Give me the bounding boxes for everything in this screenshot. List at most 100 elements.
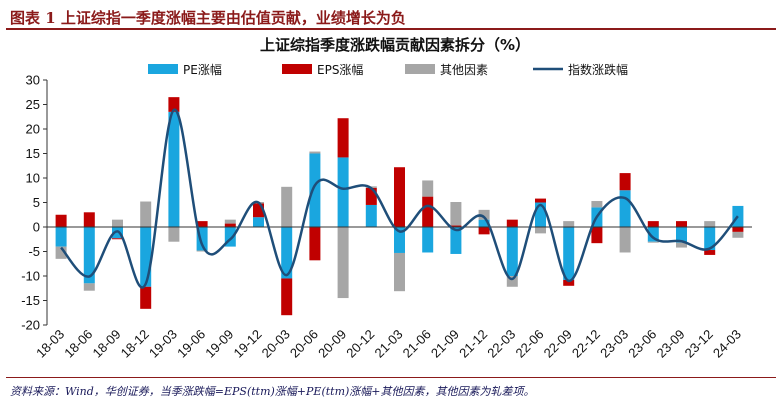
bar-segment xyxy=(281,227,293,279)
bar-segment xyxy=(253,203,264,218)
bar-segment xyxy=(619,190,631,227)
x-tick-label: 21-09 xyxy=(428,327,462,361)
chart-title: 上证综指季度涨跌幅贡献因素拆分（%） xyxy=(260,36,530,54)
bar-segment xyxy=(704,250,716,255)
x-tick-label: 18-09 xyxy=(90,327,124,361)
bar-segment xyxy=(704,221,716,227)
x-tick-label: 23-09 xyxy=(654,327,688,361)
bar-segment xyxy=(168,227,180,242)
bar-segment xyxy=(224,219,236,224)
bar-segment xyxy=(112,238,123,240)
x-tick-label: 21-12 xyxy=(456,327,490,361)
legend-swatch xyxy=(282,64,312,74)
plot-area: -20-15-10-505101520253018-0318-0618-0918… xyxy=(21,73,752,361)
bar-segment xyxy=(309,151,321,154)
bar-segment xyxy=(55,227,67,247)
bar-segment xyxy=(55,214,67,227)
y-tick-label: 20 xyxy=(26,122,40,137)
y-tick-label: 25 xyxy=(26,97,40,112)
legend-swatch xyxy=(405,64,435,74)
x-tick-label: 22-03 xyxy=(484,327,518,361)
bar-segment xyxy=(168,97,180,112)
bar-segment xyxy=(619,173,631,191)
x-tick-label: 23-03 xyxy=(597,327,631,361)
figure-footer: 资料来源：Wind，华创证券，当季涨跌幅=EPS(ttm)涨幅+PE(ttm)涨… xyxy=(6,377,776,403)
bar-segment xyxy=(450,227,462,254)
x-tick-label: 18-12 xyxy=(118,327,152,361)
bar-segment xyxy=(422,180,434,197)
bar-segment xyxy=(647,221,659,227)
bar-segment xyxy=(478,219,490,227)
bar-segment xyxy=(450,202,462,226)
bar-segment xyxy=(140,227,152,287)
bar-segment xyxy=(83,283,95,291)
bar-segment xyxy=(535,227,546,234)
bar-segment xyxy=(591,201,603,208)
legend-label: EPS涨幅 xyxy=(317,62,363,77)
bar-segment xyxy=(676,221,687,227)
bar-segment xyxy=(563,279,575,286)
x-tick-label: 20-06 xyxy=(287,327,321,361)
bar-segment xyxy=(224,227,236,247)
bar-segment xyxy=(281,186,293,227)
bar-segment xyxy=(563,221,575,227)
bar-segment xyxy=(619,227,631,253)
bar-segment xyxy=(224,223,236,227)
x-tick-label: 20-12 xyxy=(343,327,377,361)
bar-segment xyxy=(676,242,687,248)
x-tick-label: 19-12 xyxy=(231,327,265,361)
y-tick-label: -15 xyxy=(21,293,40,308)
index-change-line xyxy=(60,108,739,289)
bar-segment xyxy=(394,252,405,292)
bar-segment xyxy=(732,227,744,232)
bar-segment xyxy=(55,246,67,259)
y-tick-label: -10 xyxy=(21,269,40,284)
bar-segment xyxy=(535,198,546,203)
x-tick-label: 18-06 xyxy=(61,327,95,361)
y-tick-label: 15 xyxy=(26,146,40,161)
legend-swatch xyxy=(148,64,178,74)
x-tick-label: 24-03 xyxy=(710,327,744,361)
legend-label: 其他因素 xyxy=(440,63,488,77)
bar-segment xyxy=(704,227,716,251)
x-tick-label: 19-09 xyxy=(202,327,236,361)
bar-segment xyxy=(647,227,659,242)
bar-segment xyxy=(591,227,603,244)
bar-segment xyxy=(732,231,744,238)
bar-segment xyxy=(394,167,405,227)
bar-segment xyxy=(196,250,208,252)
bar-segment xyxy=(168,111,180,227)
bar-segment xyxy=(140,286,152,309)
figure-header: 图表 1 上证综指一季度涨幅主要由估值贡献，业绩增长为负 xyxy=(6,4,776,30)
bar-segment xyxy=(83,212,95,227)
legend-label: PE涨幅 xyxy=(183,62,222,77)
bar-segment xyxy=(422,227,434,253)
x-tick-label: 22-09 xyxy=(541,327,575,361)
bar-segment xyxy=(563,227,575,280)
bar-segment xyxy=(422,196,434,227)
y-tick-label: -20 xyxy=(21,318,40,333)
bar-segment xyxy=(478,209,490,220)
x-tick-label: 22-12 xyxy=(569,327,603,361)
chart-legend: PE涨幅 EPS涨幅 其他因素 指数涨跌幅 xyxy=(148,62,628,77)
contribution-chart: 上证综指季度涨跌幅贡献因素拆分（%） PE涨幅 EPS涨幅 其他因素 指数涨跌幅 -2… xyxy=(21,36,752,361)
y-tick-label: 5 xyxy=(33,195,40,210)
bar-segment xyxy=(196,221,208,227)
bar-segment xyxy=(309,153,321,227)
bar-segment xyxy=(337,157,349,227)
legend-label: 指数涨跌幅 xyxy=(568,62,628,77)
bar-segment xyxy=(309,227,321,261)
bar-segment xyxy=(506,227,518,276)
bar-segment xyxy=(394,227,405,253)
x-tick-label: 21-06 xyxy=(400,327,434,361)
x-tick-label: 23-06 xyxy=(625,327,659,361)
bar-segment xyxy=(83,227,95,284)
bar-segment xyxy=(112,219,123,227)
bar-segment xyxy=(676,227,687,243)
bar-segment xyxy=(647,241,659,243)
y-tick-label: 0 xyxy=(33,220,40,235)
bar-segment xyxy=(281,278,293,316)
y-tick-label: 10 xyxy=(26,171,40,186)
source-note: 资料来源：Wind，华创证券，当季涨跌幅=EPS(ttm)涨幅+PE(ttm)涨… xyxy=(10,385,535,398)
bar-segment xyxy=(506,219,518,227)
